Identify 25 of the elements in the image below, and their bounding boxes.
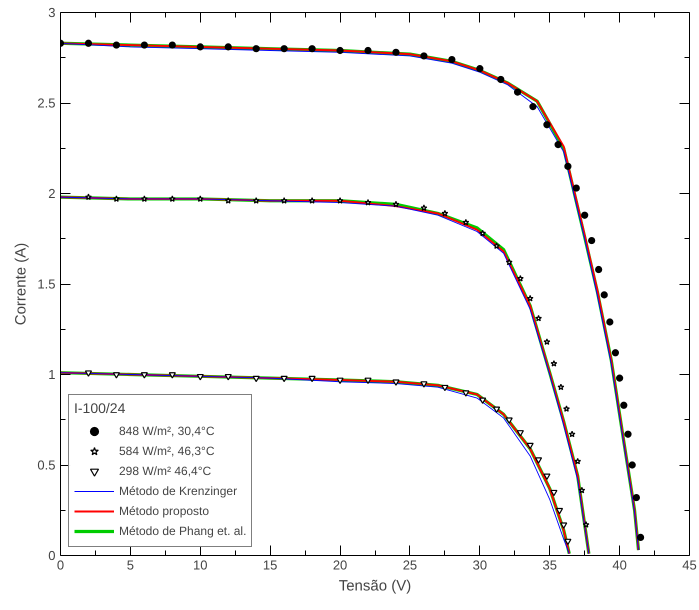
y-tick-label: 3 [48, 5, 56, 20]
y-tick-label: 0.5 [37, 458, 56, 472]
legend-label: 298 W/m² 46,4°C [119, 464, 212, 478]
x-tick-label: 30 [472, 558, 488, 572]
legend-label: Método de Phang et. al. [119, 524, 246, 538]
y-tick-label: 1.5 [37, 276, 56, 292]
x-tick-label: 35 [542, 558, 557, 572]
x-tick-label: 20 [332, 558, 348, 572]
legend-label: 848 W/m², 30,4°C [119, 424, 214, 438]
legend-label: Método de Krenzinger [119, 484, 238, 498]
x-tick-label: 40 [612, 558, 627, 572]
legend-label: Método proposto [119, 504, 210, 518]
legend-label: 584 W/m², 46,3°C [119, 444, 214, 458]
y-tick-label: 2.5 [37, 96, 56, 110]
y-tick-label: 2 [48, 186, 56, 201]
x-tick-label: 15 [262, 558, 278, 572]
x-tick-label: 25 [402, 558, 418, 572]
y-tick-label: 1 [48, 367, 56, 382]
legend-title: I-100/24 [74, 400, 126, 416]
y-axis-title: Corrente (A) [12, 242, 30, 326]
x-axis-title: Tensão (V) [338, 578, 412, 594]
x-tick-label: 5 [126, 558, 134, 572]
x-tick-label: 45 [682, 558, 697, 572]
y-tick-label: 0 [48, 548, 56, 563]
x-tick-label: 10 [193, 558, 208, 572]
